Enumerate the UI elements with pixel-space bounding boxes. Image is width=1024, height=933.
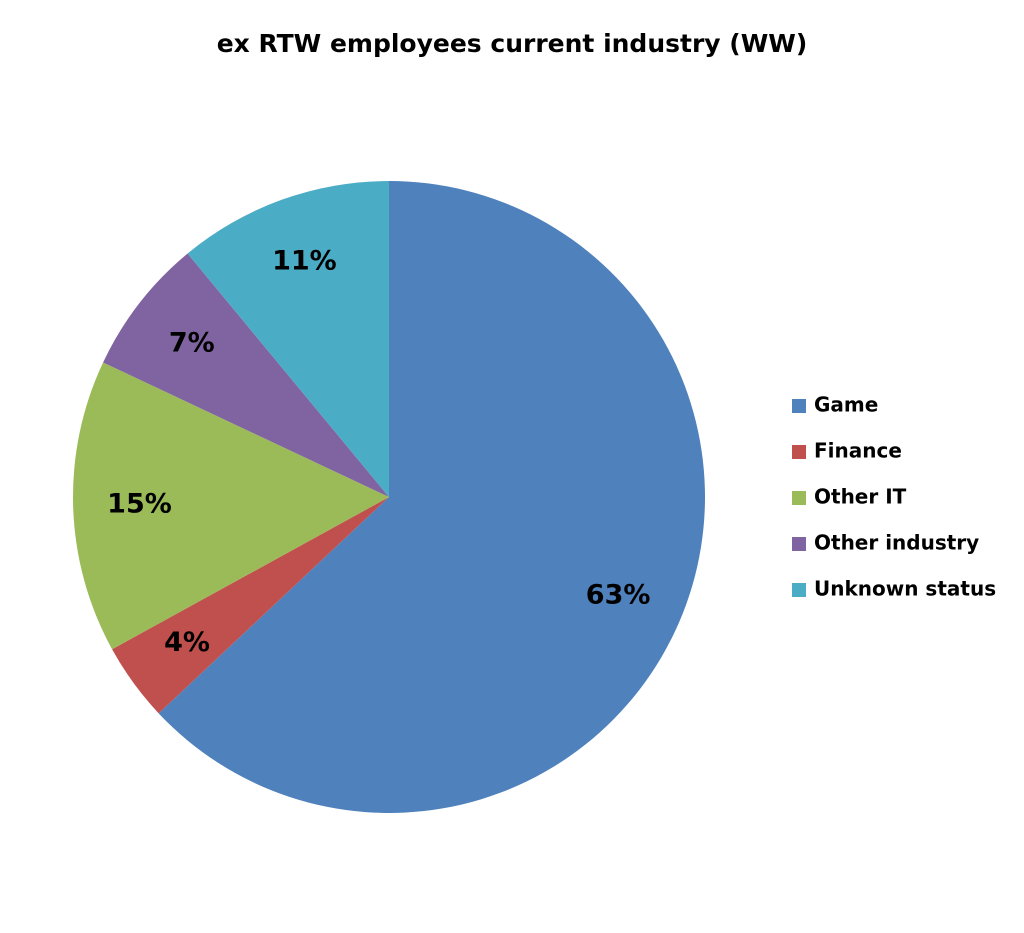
value-label: 11% (272, 246, 337, 277)
legend-swatch (792, 537, 806, 551)
legend-swatch (792, 491, 806, 505)
legend-label: Other IT (814, 485, 907, 509)
pie-slice (103, 253, 390, 497)
pie-slice (72, 362, 389, 650)
pie-slice (112, 497, 389, 714)
value-label: 15% (107, 488, 172, 519)
legend-label: Game (814, 393, 878, 417)
legend-swatch (792, 445, 806, 459)
legend-label: Unknown status (814, 577, 996, 601)
chart-title: ex RTW employees current industry (WW) (217, 29, 808, 58)
value-label: 7% (169, 327, 215, 358)
legend-swatch (792, 399, 806, 413)
pie-slice (158, 181, 705, 813)
legend-swatch (792, 583, 806, 597)
pie-slice (187, 181, 389, 497)
legend-label: Finance (814, 439, 902, 463)
legend-label: Other industry (814, 531, 979, 555)
value-label: 63% (586, 580, 651, 611)
value-label: 4% (164, 627, 210, 658)
